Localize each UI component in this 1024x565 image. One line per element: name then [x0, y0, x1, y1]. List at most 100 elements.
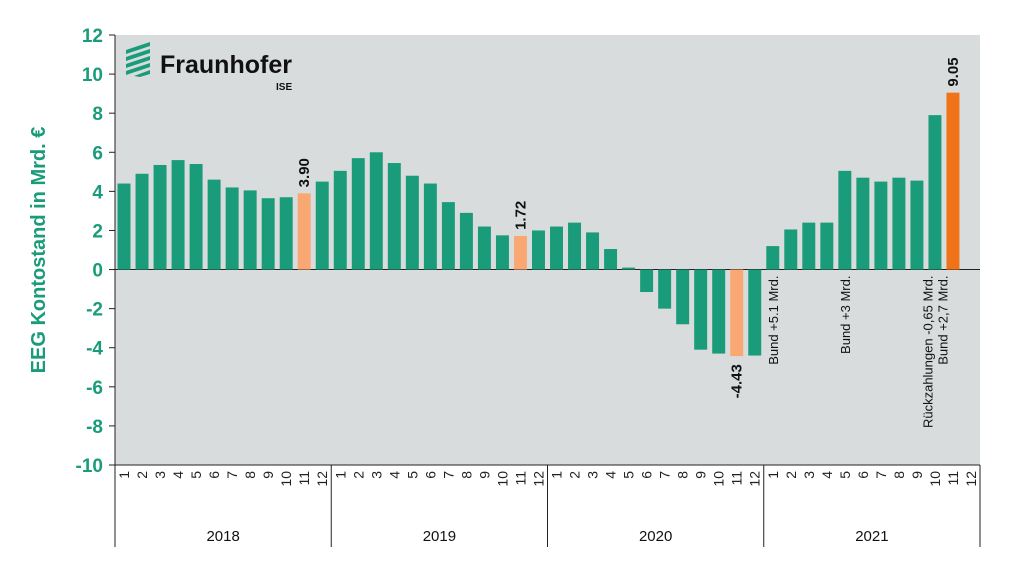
year-label: 2018: [206, 528, 239, 545]
x-tick-label: 12: [530, 471, 546, 487]
bar-2019-3: [369, 152, 383, 270]
annotation-2-line-1: Bund +3 Mrd.: [838, 276, 853, 354]
bar-2020-4: [604, 249, 618, 270]
x-tick-label: 4: [386, 471, 402, 479]
bar-2020-6: [640, 269, 654, 293]
bar-2019-7: [441, 202, 455, 270]
x-tick-label: 2: [350, 471, 366, 479]
x-tick-label: 11: [512, 471, 528, 486]
x-tick-label: 8: [891, 471, 907, 479]
x-tick-label: 11: [945, 471, 961, 486]
annotations: Bund +5.1 Mrd. Bund +3 Mrd. Rückzahlungen …: [766, 276, 951, 428]
annotation-1-line-1: Bund +5.1 Mrd.: [766, 276, 781, 365]
x-tick-label: 9: [909, 471, 925, 479]
bar-2018-5: [189, 164, 203, 270]
x-tick-label: 12: [963, 471, 979, 487]
x-tick-label: 4: [819, 471, 835, 479]
bar-2019-8: [459, 212, 473, 270]
x-tick-label: 7: [657, 471, 673, 479]
bar-2020-2: [568, 222, 582, 270]
bar-2019-4: [387, 163, 401, 270]
bar-2020-3: [586, 232, 600, 270]
y-tick-label: -10: [76, 456, 103, 477]
plot-background: [115, 35, 980, 465]
x-tick-label: 7: [440, 471, 456, 479]
data-label-2018-11: 3.90: [296, 158, 313, 187]
x-tick-label: 1: [549, 471, 565, 479]
bar-2020-5: [622, 267, 636, 270]
x-tick-label: 9: [693, 471, 709, 479]
y-axis: -10 -8 -6 -4 -2 0 2 4 6 8 10 12: [76, 26, 115, 477]
x-tick-label: 6: [422, 471, 438, 479]
x-tick-label: 6: [206, 471, 222, 479]
x-tick-label: 10: [494, 471, 510, 487]
y-tick-label: -4: [86, 339, 103, 360]
bar-2018-9: [261, 198, 275, 270]
bar-2021-7: [874, 181, 888, 270]
data-labels: 3.90 1.72 -4.43 9.05: [296, 57, 962, 398]
bar-2020-10: [712, 269, 726, 354]
x-tick-label: 11: [296, 471, 312, 486]
year-label: 2021: [855, 528, 888, 545]
y-tick-label: 4: [92, 182, 103, 203]
x-tick-label: 2: [783, 471, 799, 479]
x-tick-label: 5: [188, 471, 204, 479]
bar-2021-11: [946, 92, 960, 270]
x-tick-label: 6: [639, 471, 655, 479]
x-tick-label: 4: [170, 471, 186, 479]
year-label: 2020: [639, 528, 672, 545]
annotation-3-line-1: Rückzahlungen -0,65 Mrd.: [920, 276, 935, 428]
x-tick-label: 8: [458, 471, 474, 479]
y-tick-label: -8: [86, 417, 103, 438]
bar-2020-1: [550, 226, 563, 270]
x-tick-label: 8: [675, 471, 691, 479]
data-label-2020-11: -4.43: [729, 364, 746, 398]
x-tick-label: 1: [332, 471, 348, 479]
bar-2021-9: [910, 180, 924, 270]
x-tick-label: 10: [278, 471, 294, 487]
bar-2021-5: [838, 170, 852, 270]
x-tick-label: 9: [260, 471, 276, 479]
y-axis-label: EEG Kontostand in Mrd. €: [28, 127, 50, 374]
x-tick-label: 3: [152, 471, 168, 479]
x-tick-label: 12: [747, 471, 763, 487]
logo-sub: ISE: [276, 82, 292, 93]
bar-2018-11: [297, 193, 311, 270]
bar-2019-9: [477, 226, 491, 270]
bar-2021-8: [892, 177, 906, 270]
bar-2018-6: [207, 179, 221, 270]
x-tick-label: 8: [242, 471, 258, 479]
bar-2018-4: [171, 160, 185, 270]
bar-2018-12: [315, 181, 329, 270]
y-tick-label: 10: [82, 65, 103, 86]
x-tick-label: 7: [224, 471, 240, 479]
x-tick-label: 3: [585, 471, 601, 479]
data-label-2021-11: 9.05: [945, 57, 962, 86]
x-tick-label: 5: [404, 471, 420, 479]
bar-2018-2: [135, 173, 149, 270]
bar-2019-11: [513, 235, 527, 270]
y-tick-label: 8: [92, 104, 103, 125]
logo-name: Fraunhofer: [160, 51, 292, 79]
x-tick-label: 12: [314, 471, 330, 487]
y-tick-label: -2: [86, 300, 103, 321]
bar-2019-12: [532, 230, 545, 270]
bar-2020-9: [694, 269, 708, 350]
bar-2021-6: [856, 177, 870, 270]
x-tick-label: 5: [837, 471, 853, 479]
bar-2021-3: [802, 222, 816, 270]
bar-2018-10: [279, 197, 293, 270]
bar-2018-1: [117, 183, 131, 270]
x-tick-label: 1: [116, 471, 132, 479]
bars: [117, 92, 960, 357]
bar-2021-1: [766, 246, 780, 270]
bar-2020-7: [658, 269, 672, 309]
bar-2021-2: [784, 229, 798, 270]
x-tick-label: 2: [134, 471, 150, 479]
x-tick-label: 10: [711, 471, 727, 487]
y-tick-label: 2: [92, 221, 103, 242]
fraunhofer-logo: Fraunhofer ISE: [126, 42, 292, 93]
x-tick-label: 2: [567, 471, 583, 479]
x-tick-label: 1: [765, 471, 781, 479]
